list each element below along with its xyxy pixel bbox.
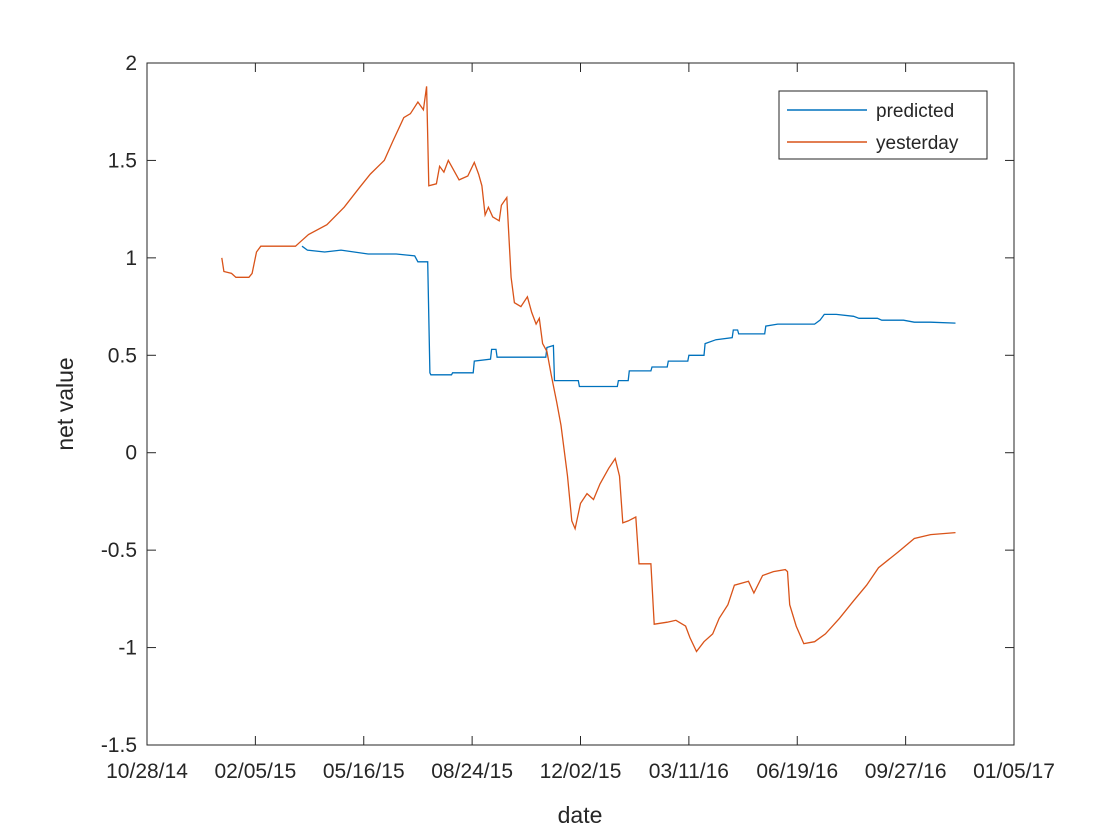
y-tick-label: 1.5 (108, 149, 137, 172)
y-tick-label: -1.5 (101, 734, 137, 757)
y-tick-label: 0.5 (108, 344, 137, 367)
y-axis-title: net value (52, 357, 78, 450)
plot-area (147, 63, 1014, 745)
ticks-layer: -1.5 -1 -0.5 0 0.5 1 1.5 2 10/28/14 02/05/15 05/16… (101, 52, 1055, 783)
y-tick-label: 1 (125, 247, 137, 270)
series-layer (221, 86, 956, 653)
series-line-predicted (301, 245, 956, 388)
y-tick-label: 2 (125, 52, 137, 75)
y-tick-label: 0 (125, 442, 137, 465)
x-tick-label: 12/02/15 (540, 760, 622, 783)
series-line-yesterday (221, 86, 956, 653)
legend-label-predicted: predicted (876, 101, 954, 122)
x-tick-label: 01/05/17 (973, 760, 1055, 783)
legend-box (778, 90, 988, 160)
x-tick-label: 03/11/16 (649, 760, 729, 783)
x-tick-label: 09/27/16 (865, 760, 947, 783)
x-tick-label: 08/24/15 (431, 760, 513, 783)
y-tick-label: -1 (118, 637, 137, 660)
x-tick-label: 10/28/14 (106, 760, 188, 783)
x-tick-label: 06/19/16 (756, 760, 838, 783)
legend: predicted yesterday (778, 90, 988, 160)
x-tick-label: 02/05/15 (215, 760, 297, 783)
x-axis-title: date (558, 802, 603, 828)
x-tick-label: 05/16/15 (323, 760, 405, 783)
legend-label-yesterday: yesterday (876, 133, 959, 154)
y-tick-label: -0.5 (101, 539, 137, 562)
